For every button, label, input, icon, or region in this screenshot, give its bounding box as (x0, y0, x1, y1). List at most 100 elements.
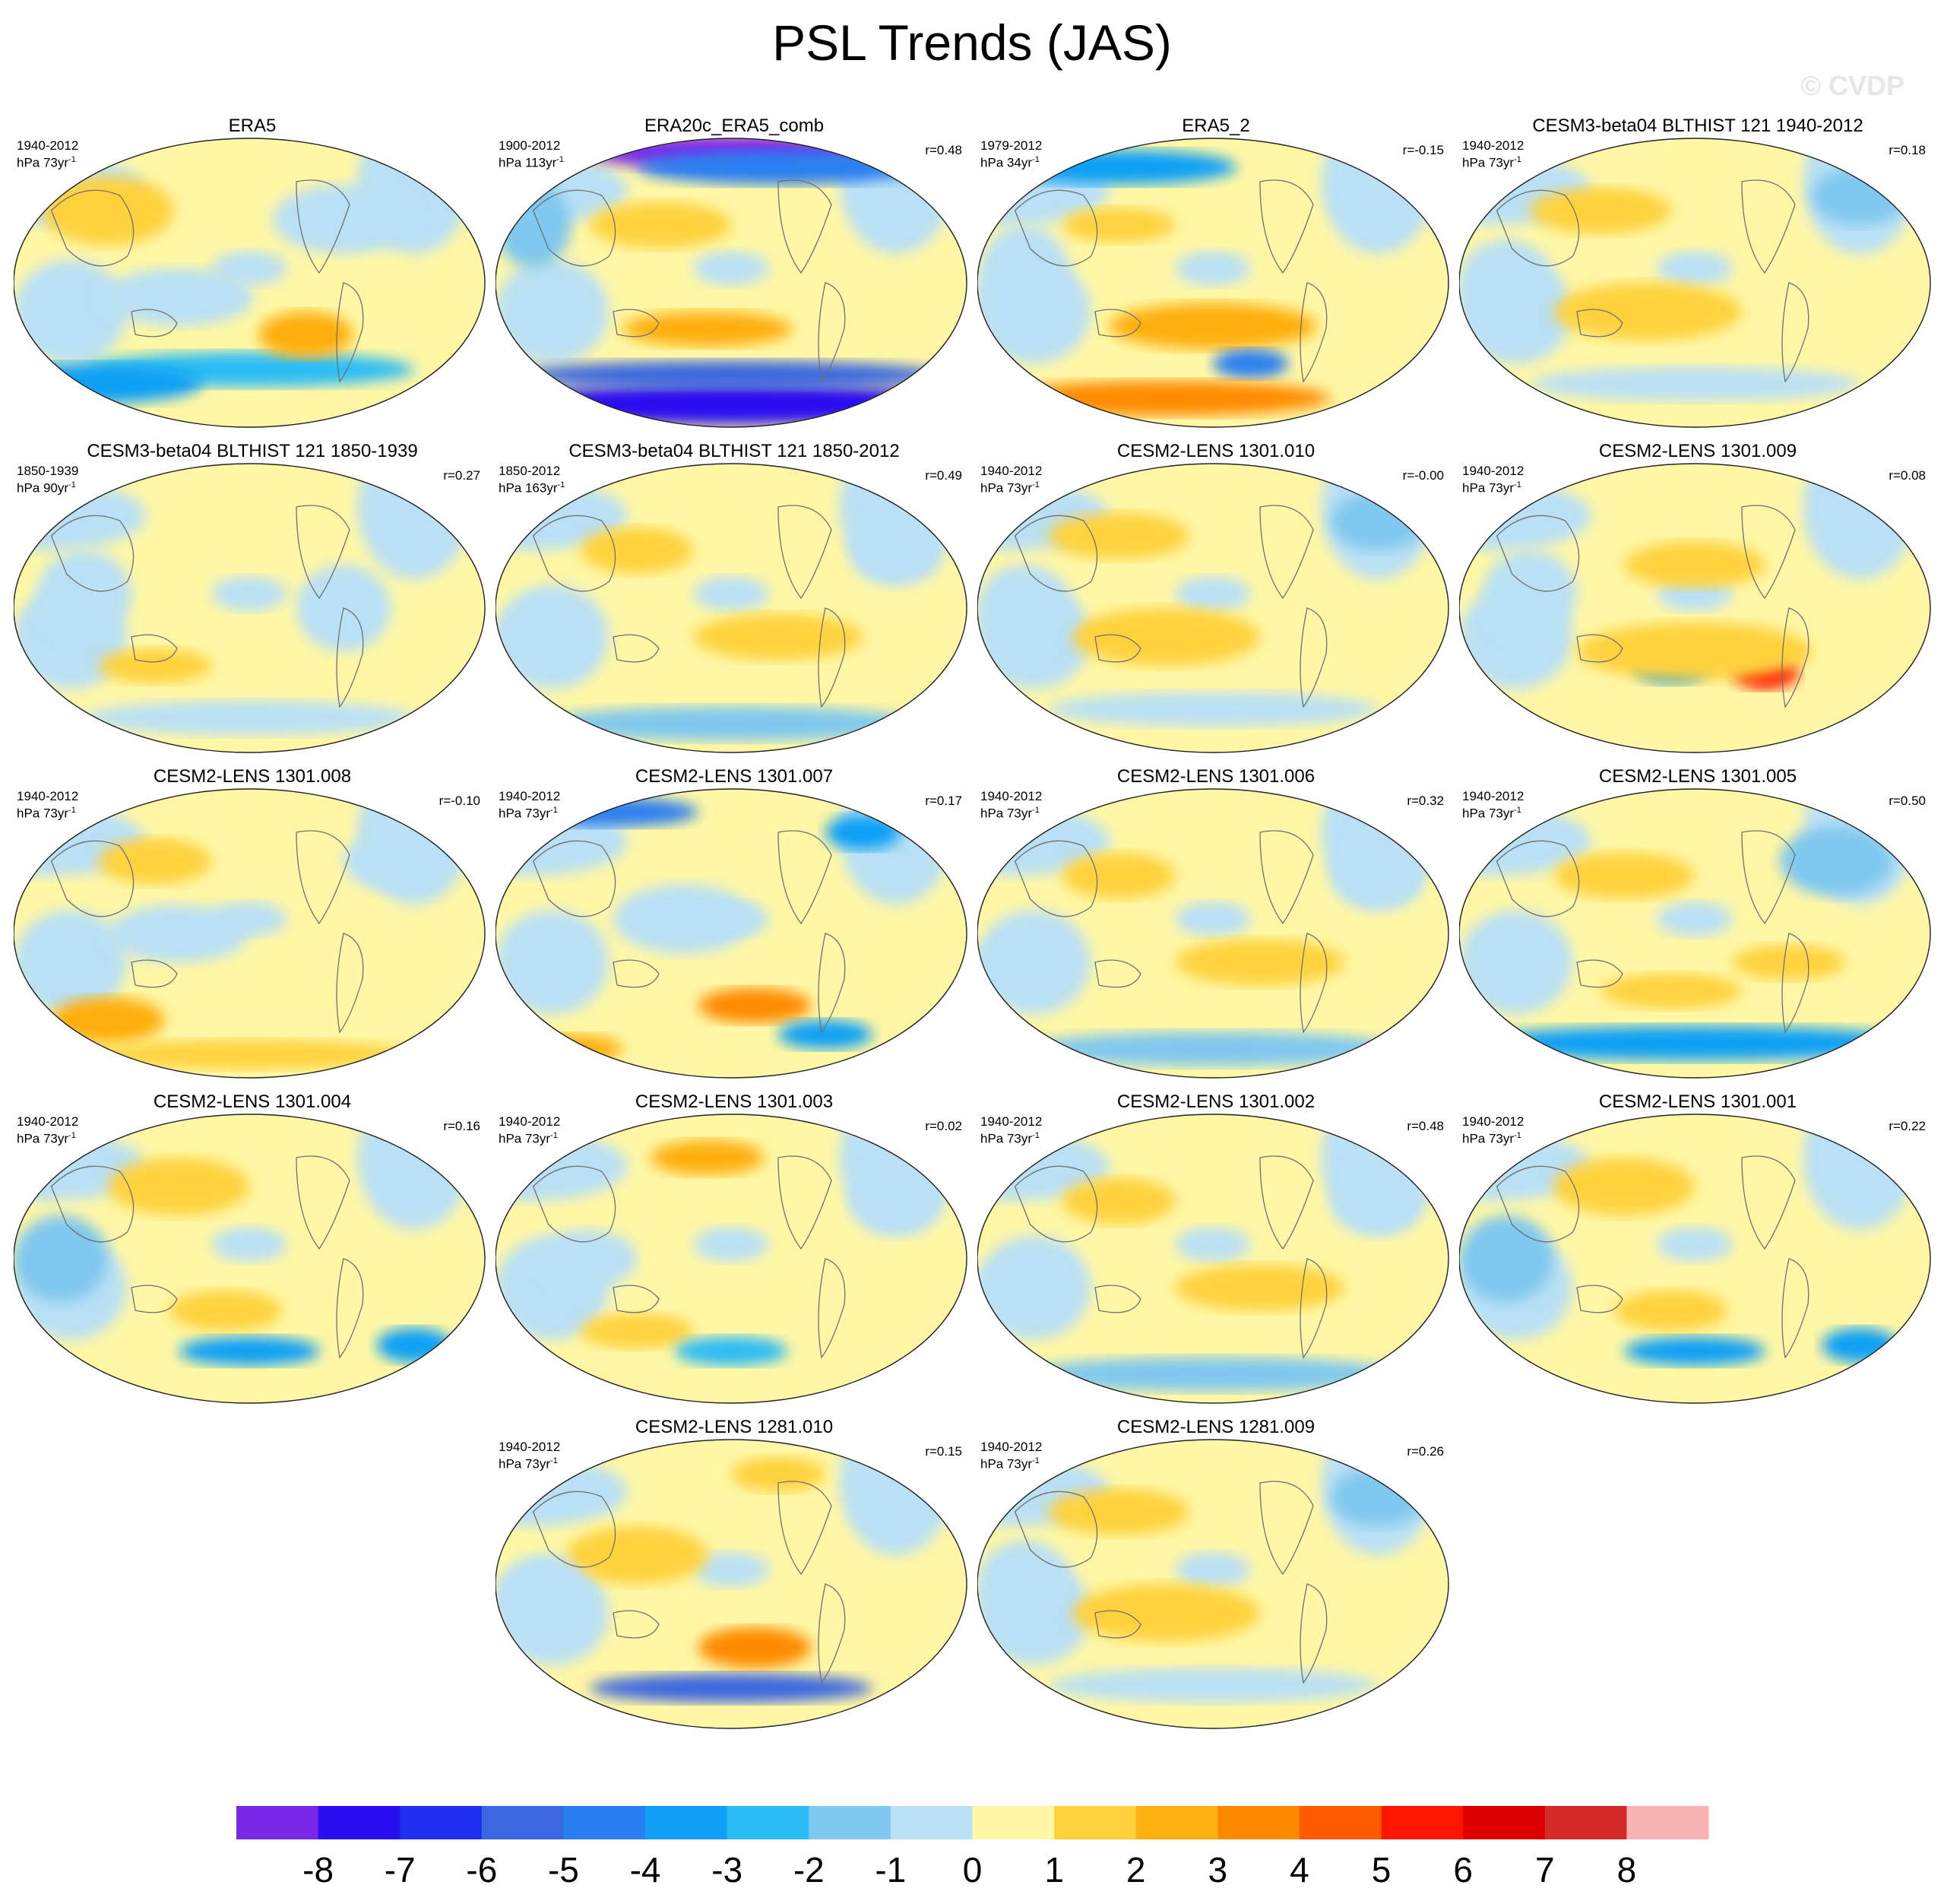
trend-contour (519, 360, 943, 390)
trend-contour (84, 1040, 414, 1069)
map-panel: CESM2-LENS 1301.010 1940-2012 hPa 73yr-1 r=… (977, 441, 1455, 760)
coastline (296, 179, 350, 274)
map-panel: ERA5_2 1979-2012 hPa 34yr-1 r=-0.15 (977, 116, 1455, 435)
coastline (1781, 607, 1809, 708)
panel-period: 1979-2012 (980, 138, 1043, 153)
colorbar-swatch (890, 1806, 973, 1839)
panel-title: ERA5 (228, 116, 277, 136)
map-outline (495, 1439, 967, 1729)
panel-period: 1850-2012 (499, 464, 561, 478)
coastline (1576, 634, 1623, 663)
map-plot (1459, 1114, 1931, 1404)
map-outline (1459, 463, 1931, 753)
trend-contour (580, 1313, 694, 1348)
panel-period: 1900-2012 (499, 138, 561, 153)
trend-contour (566, 1526, 708, 1584)
trend-contour (825, 815, 901, 850)
colorbar-swatch (972, 1806, 1055, 1839)
trend-contour (1459, 239, 1553, 326)
map-plot (14, 463, 486, 753)
coastline (131, 959, 178, 988)
map-panel: CESM2-LENS 1301.007 1940-2012 hPa 73yr-1 r=… (495, 766, 973, 1085)
trend-contour (580, 527, 694, 574)
trend-contour (1062, 208, 1176, 242)
panel-period: 1940-2012 (17, 789, 79, 803)
trend-contour (622, 312, 793, 347)
trend-contour (1624, 1336, 1765, 1366)
coastline (50, 515, 135, 592)
panel-title: ERA5_2 (1182, 116, 1250, 136)
coastline (336, 1258, 364, 1359)
map-plot (495, 788, 967, 1079)
coastline (131, 309, 178, 337)
trend-contour (495, 608, 590, 666)
panel-title: CESM2-LENS 1301.003 (635, 1091, 834, 1112)
panel-units: hPa 34yr-1 (980, 155, 1040, 170)
coastline (50, 189, 135, 267)
trend-contour (37, 550, 131, 637)
coastline (1014, 840, 1098, 917)
map-outline (977, 463, 1449, 753)
panel-title: CESM2-LENS 1301.006 (1116, 766, 1316, 787)
trend-contour (849, 1166, 943, 1236)
colorbar-tick-label: -7 (385, 1850, 416, 1890)
panel-title: CESM2-LENS 1301.005 (1598, 766, 1797, 787)
trend-contour (211, 576, 287, 611)
watermark: © CVDP (1800, 70, 1904, 101)
map-outline (495, 138, 967, 428)
map-outline (977, 1114, 1449, 1404)
map-outline (495, 788, 967, 1079)
panel-period: 1940-2012 (499, 1114, 561, 1129)
panel-units: hPa 73yr-1 (17, 806, 76, 821)
panel-correlation: r=-0.00 (1402, 468, 1444, 483)
trend-contour (1175, 901, 1251, 936)
coastline (296, 830, 350, 925)
coastline (613, 1285, 660, 1313)
panel-correlation: r=0.27 (443, 468, 480, 483)
map-plot (977, 1439, 1449, 1729)
trend-contour (84, 700, 414, 736)
map-outline (1459, 1114, 1931, 1404)
coastline (532, 1491, 616, 1568)
map-panel: CESM2-LENS 1301.009 1940-2012 hPa 73yr-1 r=… (1459, 441, 1936, 760)
trend-contour (1657, 901, 1733, 936)
trend-contour (1483, 550, 1577, 637)
trend-contour (693, 1552, 769, 1587)
trend-contour (1459, 910, 1572, 1015)
panel-correlation: r=0.32 (1407, 794, 1444, 808)
map-plot (14, 1114, 486, 1404)
panel-units: hPa 73yr-1 (980, 480, 1040, 496)
panel-period: 1940-2012 (17, 1114, 79, 1129)
coastline (1496, 840, 1580, 917)
coastline (613, 634, 660, 663)
coastline (1300, 1258, 1328, 1359)
panel-title: CESM2-LENS 1281.010 (635, 1417, 834, 1437)
colorbar-tick-label: 2 (1126, 1850, 1146, 1890)
trend-contour (1072, 1584, 1260, 1642)
map-plot (495, 1114, 967, 1404)
map-panel: CESM2-LENS 1301.002 1940-2012 hPa 73yr-1 r=… (977, 1091, 1455, 1411)
panel-period: 1940-2012 (980, 1440, 1043, 1454)
trend-contour (1553, 1158, 1695, 1215)
colorbar-tick-label: 4 (1290, 1850, 1309, 1890)
panel-title: CESM2-LENS 1281.009 (1116, 1417, 1316, 1437)
coastline (1741, 830, 1796, 925)
coastline (1576, 959, 1623, 988)
colorbar-swatch (1544, 1806, 1627, 1839)
trend-contour (1048, 1488, 1189, 1535)
panel-correlation: r=0.18 (1889, 143, 1926, 157)
map-outline (977, 138, 1449, 428)
map-panel: CESM2-LENS 1281.010 1940-2012 hPa 73yr-1 r=… (495, 1417, 973, 1736)
trend-contour (693, 1227, 769, 1262)
panel-units: hPa 73yr-1 (980, 806, 1040, 821)
trend-contour (1614, 1290, 1728, 1331)
colorbar-swatch (1299, 1806, 1382, 1839)
map-outline (977, 788, 1449, 1079)
panel-title: CESM3-beta04 BLTHIST 121 1850-2012 (568, 441, 900, 461)
coastline (613, 309, 660, 337)
map-outline (495, 1114, 967, 1404)
trend-contour (1048, 692, 1378, 727)
colorbar-swatch (1217, 1806, 1300, 1839)
trend-contour (1577, 623, 1813, 680)
trend-contour (977, 933, 1072, 991)
